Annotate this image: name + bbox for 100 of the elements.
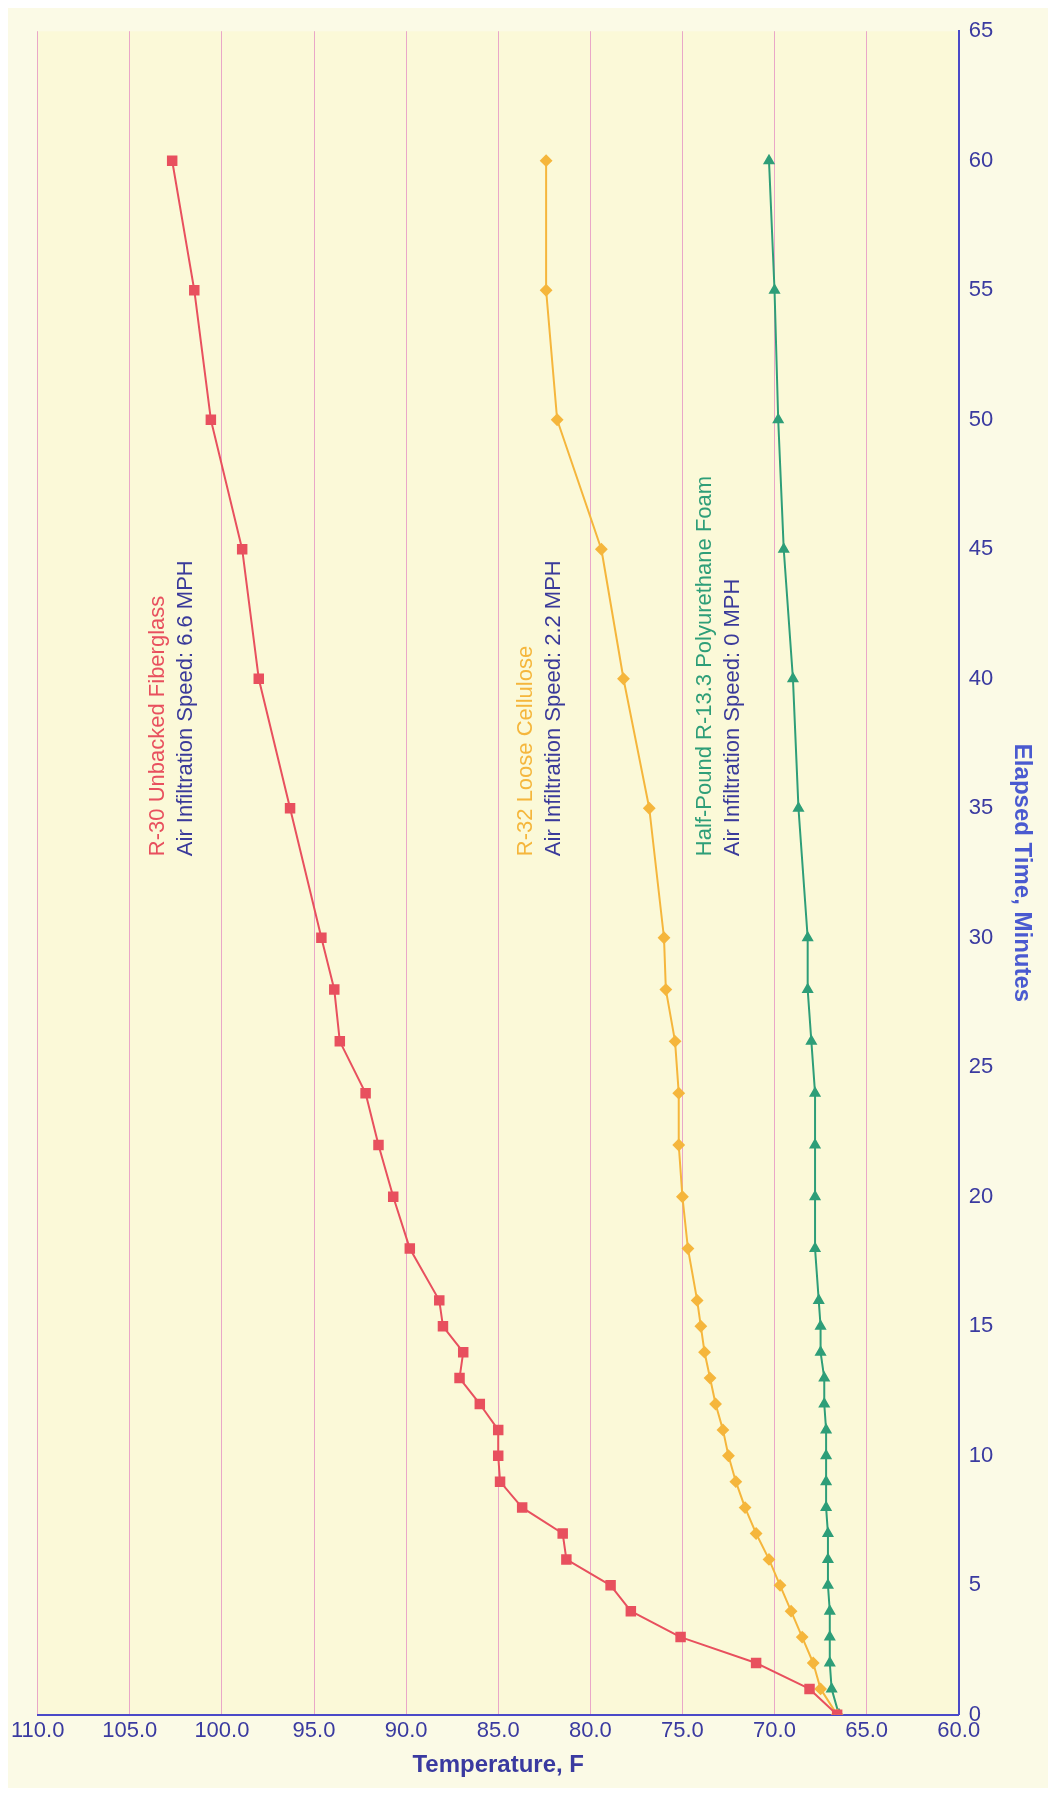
point <box>236 543 248 555</box>
point <box>709 1397 722 1410</box>
x-tick-label: 100.0 <box>194 1717 250 1743</box>
y-tick-label: 15 <box>968 1312 994 1338</box>
point <box>189 284 200 296</box>
x-tick-label: 95.0 <box>292 1717 336 1743</box>
point <box>557 1528 568 1539</box>
point <box>474 1398 486 1410</box>
y-axis-title: Elapsed Time, Minutes <box>1009 743 1037 1003</box>
annotation: Air Infiltration Speed: 6.6 MPH <box>171 560 197 857</box>
y-tick-label: 20 <box>968 1182 994 1208</box>
point <box>492 1450 504 1462</box>
point <box>617 672 630 685</box>
text: R-30 Unbacked Fiberglass <box>143 595 169 857</box>
point <box>814 1682 827 1695</box>
point <box>774 1579 787 1592</box>
point <box>492 1424 504 1436</box>
x-tick-label: 90.0 <box>384 1717 428 1743</box>
point <box>802 931 814 942</box>
point <box>796 1631 809 1644</box>
point <box>387 1191 399 1203</box>
point <box>540 154 553 167</box>
y-tick-label: 35 <box>968 794 994 820</box>
point <box>822 1527 834 1537</box>
point <box>785 1605 798 1618</box>
point <box>672 1087 685 1100</box>
point <box>595 543 608 556</box>
point <box>316 932 327 943</box>
point <box>643 802 656 815</box>
y-tick-label: 25 <box>968 1053 994 1079</box>
point <box>824 1657 836 1667</box>
point <box>763 154 775 165</box>
y-tick-label: 50 <box>968 405 994 431</box>
x-tick-label: 70.0 <box>753 1717 796 1743</box>
x-tick-label: 75.0 <box>661 1717 704 1743</box>
point <box>778 543 790 553</box>
point <box>769 284 780 294</box>
point <box>704 1372 717 1385</box>
point <box>739 1501 752 1514</box>
y-tick-label: 65 <box>968 17 994 43</box>
point <box>809 1138 821 1149</box>
point <box>809 1087 821 1097</box>
point <box>658 931 670 944</box>
x-tick-label: 110.0 <box>11 1717 65 1743</box>
point <box>824 1605 836 1615</box>
x-axis-title: Temperature, F <box>412 1750 585 1778</box>
point <box>676 1190 689 1203</box>
point <box>826 1682 837 1693</box>
point <box>820 1475 832 1486</box>
point <box>722 1449 735 1462</box>
point <box>694 1320 707 1333</box>
point <box>820 1449 832 1460</box>
point <box>669 1035 682 1048</box>
point <box>457 1346 469 1358</box>
point <box>672 1138 685 1151</box>
point <box>806 1035 817 1045</box>
point <box>516 1502 528 1513</box>
y-tick-label: 10 <box>968 1441 994 1467</box>
point <box>815 1346 826 1356</box>
point <box>284 803 296 814</box>
point <box>822 1579 834 1589</box>
point <box>822 1553 834 1563</box>
point <box>802 983 814 994</box>
y-tick-label: 60 <box>968 146 994 172</box>
point <box>729 1475 742 1488</box>
y-tick-label: 30 <box>968 923 994 949</box>
point <box>659 983 672 996</box>
point <box>750 1657 762 1669</box>
point <box>360 1087 371 1099</box>
point <box>818 1372 830 1382</box>
point <box>750 1527 763 1540</box>
point <box>813 1294 825 1304</box>
point <box>824 1631 836 1641</box>
point <box>437 1321 449 1332</box>
point <box>373 1139 384 1151</box>
point <box>763 1553 775 1566</box>
annotation: Air Infiltration Speed: 2.2 MPH <box>539 560 565 857</box>
point <box>681 1242 694 1255</box>
point <box>809 1190 821 1201</box>
point <box>551 413 564 426</box>
point <box>820 1423 832 1434</box>
annotation: Air Infiltration Speed: 0 MPH <box>718 578 744 857</box>
point <box>698 1346 711 1359</box>
point <box>716 1423 729 1436</box>
point <box>804 1683 815 1695</box>
point <box>820 1501 832 1512</box>
y-tick-label: 40 <box>968 664 994 690</box>
y-tick-label: 55 <box>968 276 994 302</box>
point <box>434 1295 445 1306</box>
x-tick-label: 65.0 <box>845 1717 889 1743</box>
x-tick-label: 85.0 <box>476 1717 520 1743</box>
point <box>404 1243 416 1254</box>
point <box>675 1631 686 1643</box>
point <box>334 1036 346 1047</box>
point <box>561 1554 572 1565</box>
text: Half-Pound R-13.3 Polyurethane Foam <box>690 475 716 857</box>
point <box>787 672 799 683</box>
text: R-32 Loose Cellulose <box>511 645 537 857</box>
point <box>205 414 217 425</box>
point <box>329 984 340 995</box>
